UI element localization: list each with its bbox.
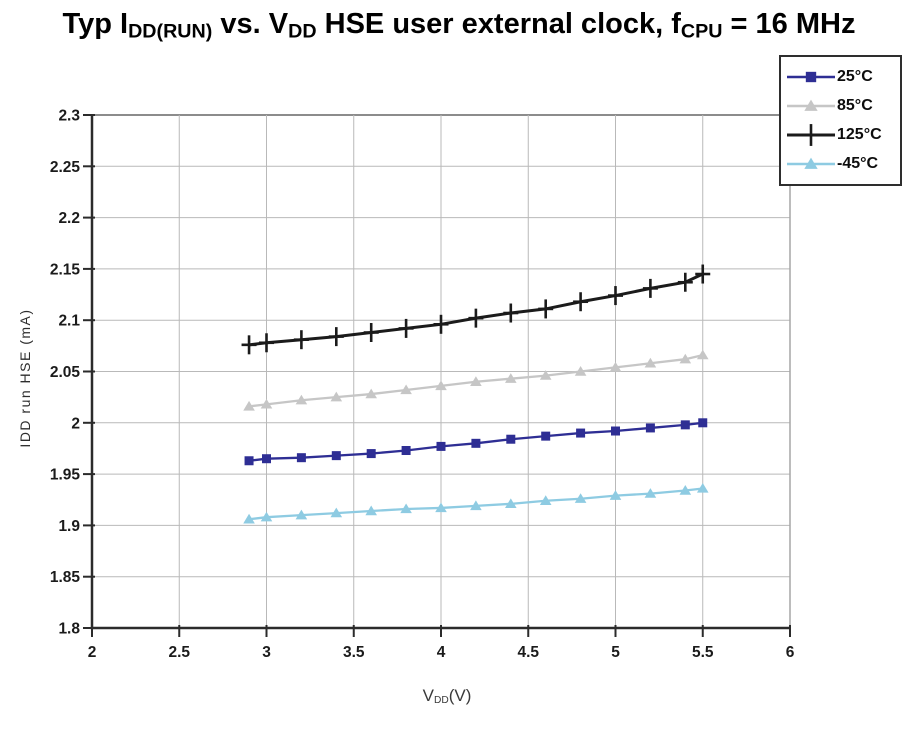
marker-triangle (644, 357, 657, 368)
marker-triangle (804, 99, 818, 111)
x-tick-label: 2 (88, 644, 97, 661)
x-tick-label: 5.5 (692, 644, 714, 661)
marker-square (471, 438, 481, 448)
legend-swatch-plus-icon (787, 123, 835, 146)
marker-triangle (295, 394, 308, 405)
legend-item-label: -45°C (837, 154, 879, 172)
title-text: = 16 MHz (722, 8, 856, 40)
legend-item-label: 25°C (837, 67, 873, 85)
marker-triangle (679, 353, 692, 364)
marker-triangle (243, 513, 255, 524)
y-tick-label: 1.9 (58, 518, 80, 535)
marker-triangle (435, 502, 447, 513)
x-tick-label: 3 (262, 644, 271, 661)
marker-triangle (644, 488, 657, 498)
marker-triangle (260, 511, 273, 522)
y-tick-label: 2.05 (50, 364, 81, 381)
marker-square (436, 441, 446, 451)
marker-triangle (470, 500, 482, 511)
x-axis-title: VDD(V) (423, 686, 472, 706)
x-axis-title-subscript: DD (433, 695, 449, 707)
title-text: vs. V (212, 8, 289, 40)
legend: 25°C 85°C 125°C -45°C (779, 55, 902, 186)
marker-triangle (505, 498, 517, 509)
marker-triangle (295, 509, 308, 520)
marker-square (401, 446, 411, 456)
marker-square (680, 420, 690, 430)
legend-item-label: 85°C (837, 96, 873, 114)
legend-item: 85°C (786, 91, 897, 120)
y-tick-label: 2.1 (58, 313, 80, 330)
legend-item: 25°C (786, 62, 897, 91)
x-tick-label: 2.5 (168, 644, 190, 661)
marker-triangle (574, 366, 587, 376)
y-tick-label: 2.2 (58, 210, 80, 227)
y-axis-title: IDD run HSE (mA) (17, 308, 33, 447)
marker-triangle (696, 482, 709, 493)
marker-square (645, 423, 655, 433)
marker-square (576, 428, 586, 438)
marker-triangle (330, 391, 343, 402)
marker-square (331, 451, 341, 461)
marker-triangle (400, 503, 412, 514)
legend-item: 125°C (786, 120, 897, 149)
legend-swatch-triangle-icon (787, 157, 835, 169)
title-subscript-cpu: CPU (680, 20, 723, 43)
marker-square (805, 71, 817, 82)
y-axis-title-text: IDD run HSE (mA) (17, 308, 33, 448)
marker-triangle (505, 373, 517, 383)
marker-triangle (330, 507, 343, 518)
marker-triangle (609, 361, 622, 372)
marker-square (541, 431, 551, 441)
marker-triangle (435, 380, 447, 391)
marker-triangle (574, 493, 587, 503)
legend-item: -45°C (786, 149, 897, 178)
y-tick-label: 2 (71, 415, 80, 432)
x-axis-title-text: V (422, 686, 434, 705)
title-subscript-idd-run: DD(RUN) (128, 20, 213, 43)
marker-triangle (696, 349, 709, 360)
y-tick-label: 2.15 (50, 261, 81, 278)
x-tick-label: 3.5 (343, 644, 365, 661)
marker-triangle (679, 485, 692, 495)
y-tick-label: 1.8 (58, 621, 80, 638)
marker-triangle (365, 388, 377, 399)
x-tick-label: 4 (437, 644, 446, 661)
marker-triangle (260, 398, 273, 409)
legend-swatch-square-icon (787, 71, 835, 82)
x-tick-label: 6 (786, 644, 795, 661)
marker-square (611, 426, 620, 436)
y-tick-label: 2.25 (50, 159, 81, 176)
y-tick-label: 2.3 (58, 108, 80, 125)
marker-triangle (243, 400, 255, 411)
marker-triangle (470, 376, 482, 386)
x-tick-label: 5 (611, 644, 620, 661)
title-subscript-vdd: DD (288, 20, 317, 43)
title-text: Typ I (62, 8, 129, 40)
y-tick-label: 1.95 (50, 467, 81, 484)
marker-square (244, 456, 254, 466)
marker-triangle (609, 490, 622, 500)
x-axis-title-unit: (V) (448, 686, 472, 705)
marker-triangle (400, 384, 412, 395)
legend-item-label: 125°C (837, 125, 882, 143)
title-text: HSE user external clock, f (316, 8, 681, 40)
marker-triangle (539, 495, 552, 505)
marker-square (262, 454, 271, 464)
marker-triangle (804, 157, 818, 169)
legend-swatch-triangle-icon (787, 99, 835, 111)
chart-title: Typ IDD(RUN) vs. VDD HSE user external c… (0, 8, 918, 44)
marker-square (296, 453, 306, 463)
marker-square (366, 449, 376, 459)
marker-square (506, 434, 516, 444)
marker-triangle (365, 505, 377, 516)
y-tick-label: 1.85 (50, 569, 81, 586)
x-tick-label: 4.5 (517, 644, 539, 661)
marker-triangle (539, 370, 552, 380)
marker-square (698, 418, 708, 428)
